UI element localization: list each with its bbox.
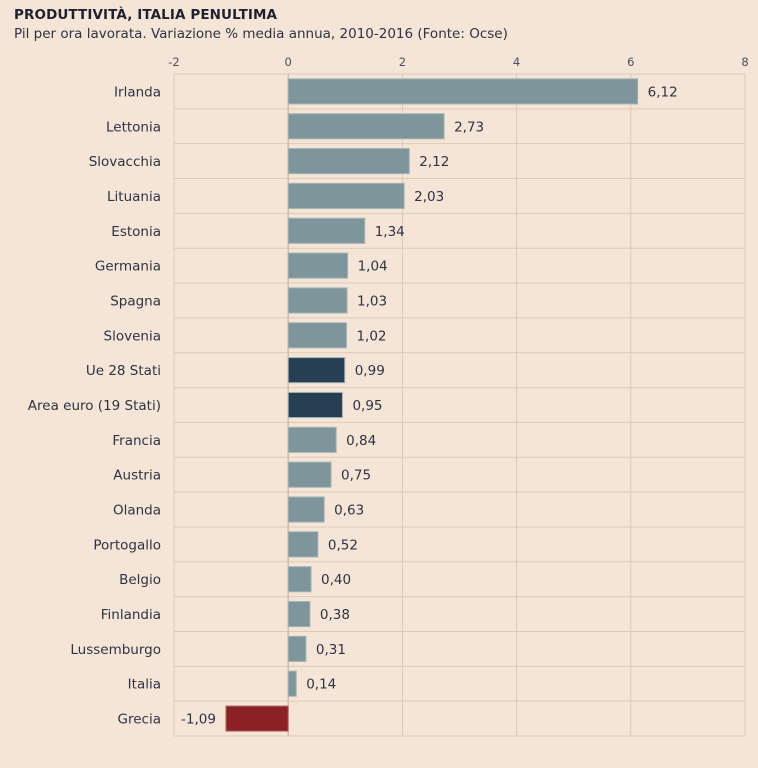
category-label: Germania (95, 259, 161, 275)
bar-spagna (287, 287, 348, 314)
value-label: 0,31 (316, 642, 346, 658)
value-label: 6,12 (648, 84, 678, 100)
bar-irlanda (287, 78, 639, 105)
value-label: 0,95 (352, 398, 382, 414)
bar-grecia (225, 705, 289, 732)
category-label: Francia (112, 433, 161, 449)
value-label: 1,02 (356, 328, 386, 344)
value-label: 0,75 (341, 468, 371, 484)
x-tick-label: 4 (513, 55, 520, 69)
grid (173, 73, 746, 737)
value-label: 0,84 (346, 433, 376, 449)
category-labels: Irlanda Lettonia Slovacchia Lituania Estonia… (28, 84, 161, 727)
category-label: Ue 28 Stati (86, 363, 161, 379)
category-label: Lussemburgo (70, 642, 161, 658)
category-label: Portogallo (93, 537, 161, 553)
bar-ue-28-stati (287, 357, 346, 384)
chart-subtitle: Pil per ora lavorata. Variazione % media… (14, 26, 508, 42)
category-label: Area euro (19 Stati) (28, 398, 161, 414)
x-tick-label: 2 (399, 55, 406, 69)
category-label: Grecia (118, 712, 161, 728)
bar-area-euro-19-stati (287, 391, 343, 419)
category-label: Italia (128, 677, 161, 693)
bar-lussemburgo (287, 635, 307, 662)
bar-olanda (287, 496, 325, 523)
bar-belgio (287, 566, 312, 593)
bar-slovenia (287, 322, 347, 349)
category-label: Finlandia (101, 607, 161, 623)
category-label: Lettonia (106, 119, 161, 135)
value-label: 0,40 (321, 572, 351, 588)
chart-title: PRODUTTIVITÀ, ITALIA PENULTIMA (14, 7, 278, 23)
bar-germania (287, 252, 349, 279)
value-label: 2,12 (419, 154, 449, 170)
value-label: 0,38 (320, 607, 350, 623)
x-tick-label: 6 (627, 55, 634, 69)
value-label: 1,03 (357, 293, 387, 309)
category-label: Spagna (110, 293, 161, 309)
value-label: 0,52 (328, 537, 358, 553)
value-label: -1,09 (181, 712, 216, 728)
value-label: 2,03 (414, 189, 444, 205)
category-label: Belgio (119, 572, 161, 588)
bar-lituania (287, 182, 405, 209)
x-axis-ticks: -2 0 2 4 6 8 (168, 55, 748, 69)
value-label: 1,04 (358, 259, 388, 275)
x-tick-label: 8 (741, 55, 748, 69)
bar-portogallo (287, 531, 319, 558)
category-label: Estonia (111, 224, 161, 240)
category-label: Slovenia (104, 328, 161, 344)
bar-austria (287, 461, 332, 488)
x-tick-label: -2 (168, 55, 179, 69)
category-label: Irlanda (114, 84, 161, 100)
category-label: Olanda (113, 503, 161, 519)
x-tick-label: 0 (285, 55, 292, 69)
value-label: 0,14 (306, 677, 336, 693)
value-labels: 6,12 2,73 2,12 2,03 1,34 1,04 1,03 1,02 0,99 0,95… (181, 84, 678, 727)
value-label: 0,99 (355, 363, 385, 379)
bar-slovacchia (287, 148, 410, 175)
category-label: Austria (113, 468, 161, 484)
category-label: Slovacchia (89, 154, 161, 170)
value-label: 0,63 (334, 503, 364, 519)
bar-italia (287, 670, 297, 697)
category-label: Lituania (107, 189, 161, 205)
bar-estonia (287, 217, 366, 244)
plot-frame (173, 73, 746, 737)
bar-lettonia (287, 113, 445, 140)
value-label: 2,73 (454, 119, 484, 135)
bar-finlandia (287, 601, 311, 628)
value-label: 1,34 (375, 224, 405, 240)
bars (225, 78, 639, 732)
bar-francia (287, 426, 337, 453)
